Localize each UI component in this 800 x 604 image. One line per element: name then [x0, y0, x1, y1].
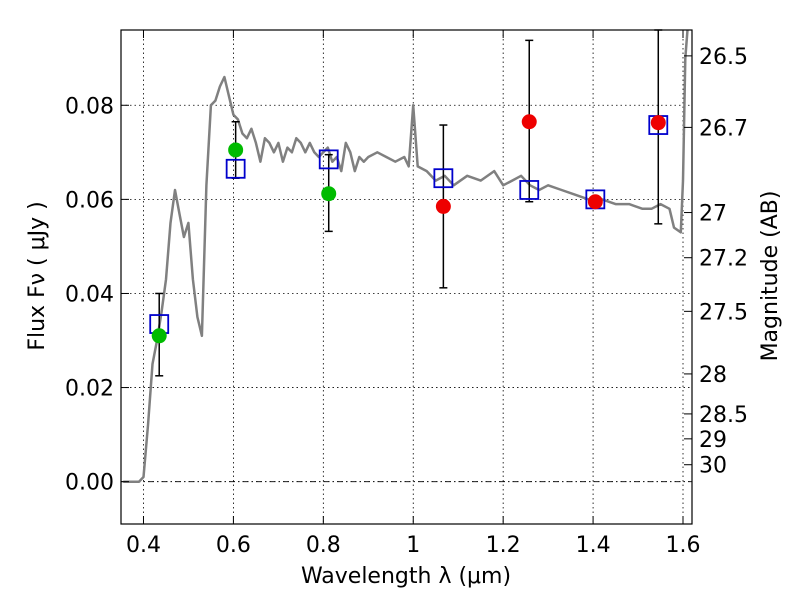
model-square — [519, 180, 540, 200]
x-tick-label: 0.8 — [306, 533, 341, 558]
observed-points — [151, 114, 666, 344]
grid — [121, 30, 692, 524]
right-tick-label: 26.5 — [699, 45, 748, 70]
x-tick-label: 0.6 — [216, 533, 251, 558]
y-tick-label: 0.08 — [65, 94, 114, 119]
plot-frame — [120, 29, 693, 525]
green-point — [151, 328, 167, 344]
right-tick-label: 30 — [699, 454, 727, 479]
green-point — [321, 186, 337, 202]
model-spectrum-line — [123, 29, 689, 483]
x-tick-label: 0.4 — [126, 533, 161, 558]
x-tick-label: 1.6 — [666, 533, 701, 558]
right-tick-label: 27 — [699, 202, 727, 227]
red-point — [435, 198, 451, 214]
right-tick-label: 27.5 — [699, 300, 748, 325]
right-axis-label: Magnitude (AB) — [758, 191, 783, 362]
y-tick-label: 0.04 — [65, 282, 114, 307]
x-tick-label: 1.2 — [486, 533, 521, 558]
right-tick-label: 28.5 — [699, 403, 748, 428]
tick-labels: 0.4 0.6 0.8 1 1.2 1.4 1.6 0.00 0.02 0.04 0.06 0.08 2… — [65, 45, 748, 558]
right-tick-label: 28 — [699, 363, 727, 388]
model-square — [433, 168, 454, 189]
x-tick-label: 1.4 — [576, 533, 611, 558]
model-photometry-squares — [149, 115, 669, 334]
red-point — [521, 114, 537, 130]
y-tick-label: 0.02 — [65, 377, 114, 402]
red-point — [587, 194, 603, 210]
x-tick-label: 1 — [406, 533, 420, 558]
red-point — [650, 115, 666, 131]
model-spectrum — [123, 29, 689, 483]
axes — [120, 29, 693, 525]
model-square — [225, 158, 246, 179]
right-tick-label: 26.7 — [699, 116, 748, 141]
model-square — [318, 149, 339, 170]
y-tick-label: 0.06 — [65, 188, 114, 213]
x-axis-label: Wavelength λ (μm) — [301, 564, 511, 589]
green-point — [228, 142, 244, 158]
right-tick-label: 27.2 — [699, 247, 748, 272]
y-axis-label: Flux Fν ( μJy ) — [25, 201, 50, 350]
y-tick-label: 0.00 — [65, 471, 114, 496]
right-tick-label: 29 — [699, 428, 727, 453]
